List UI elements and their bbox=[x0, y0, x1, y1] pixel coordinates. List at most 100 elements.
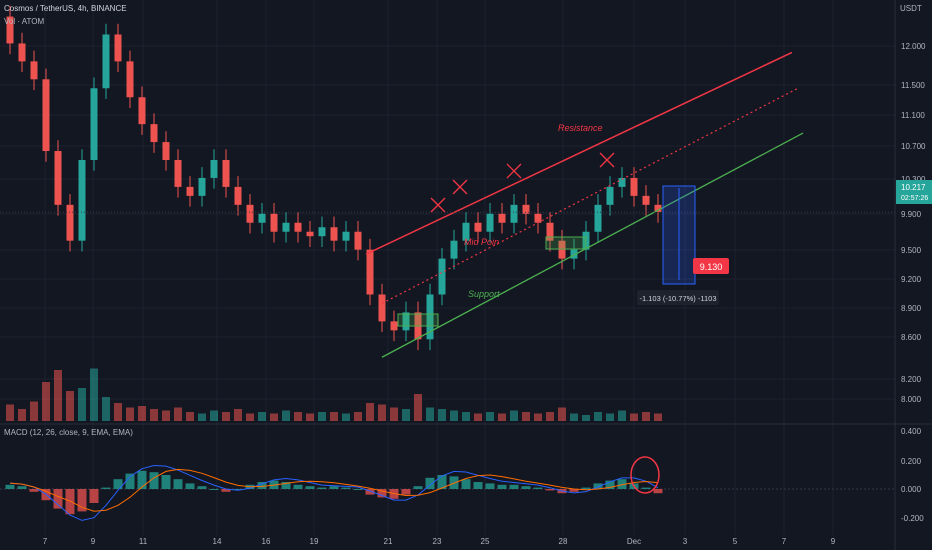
support-line bbox=[381, 132, 804, 358]
macd-hist-bar bbox=[233, 489, 243, 490]
macd-hist-bar bbox=[209, 489, 219, 490]
volume-bar bbox=[330, 412, 338, 421]
current-price-value: 10.217 bbox=[901, 183, 926, 192]
volume-bar bbox=[426, 407, 434, 421]
currency-label: USDT bbox=[900, 4, 922, 13]
candle-body bbox=[642, 195, 650, 205]
candle-body bbox=[498, 213, 506, 223]
x-tick-label: 28 bbox=[559, 537, 568, 546]
x-tick-label: Dec bbox=[627, 537, 641, 546]
macd-hist-bar bbox=[137, 470, 147, 489]
macd-hist-bar bbox=[425, 477, 435, 489]
macd-hist-bar bbox=[185, 483, 195, 489]
price-tick-label: 10.300 bbox=[901, 175, 926, 184]
countdown-value: 02:57:26 bbox=[901, 195, 928, 202]
volume-bar bbox=[126, 407, 134, 421]
candle-body bbox=[402, 312, 410, 331]
volume-bar bbox=[510, 410, 518, 421]
macd-hist-bar bbox=[353, 489, 363, 490]
candle-body bbox=[18, 43, 26, 62]
macd-hist-bar bbox=[305, 486, 315, 489]
resistance-line bbox=[365, 51, 793, 255]
volume-bar bbox=[54, 370, 62, 421]
x-tick-label: 23 bbox=[433, 537, 442, 546]
candle-body bbox=[354, 231, 362, 250]
volume-bar bbox=[378, 404, 386, 421]
price-tick-label: 10.700 bbox=[901, 142, 926, 151]
macd-hist-bar bbox=[173, 479, 183, 489]
candle-body bbox=[342, 231, 350, 241]
price-tick-label: 9.500 bbox=[901, 246, 922, 255]
macd-hist-bar bbox=[497, 484, 507, 489]
volume-bar bbox=[114, 403, 122, 421]
candle-body bbox=[126, 61, 134, 98]
touch-cross bbox=[506, 163, 522, 179]
volume-bar bbox=[294, 412, 302, 421]
candle-body bbox=[522, 204, 530, 214]
volume-bar bbox=[558, 407, 566, 421]
volume-bar bbox=[498, 413, 506, 421]
candle-body bbox=[138, 97, 146, 125]
candle-body bbox=[294, 222, 302, 232]
candle-body bbox=[546, 222, 554, 241]
volume-bar bbox=[186, 412, 194, 421]
macd-hist-bar bbox=[533, 487, 543, 489]
resistance-label: Resistance bbox=[558, 123, 603, 133]
volume-bar bbox=[642, 412, 650, 421]
candles bbox=[6, 5, 662, 351]
candle-body bbox=[42, 79, 50, 152]
candle-body bbox=[630, 177, 638, 196]
candle-body bbox=[270, 213, 278, 232]
volume-bar bbox=[606, 413, 614, 421]
macd-hist-bar bbox=[401, 489, 411, 495]
candle-body bbox=[558, 240, 566, 259]
support-label: Support bbox=[468, 289, 500, 299]
volume-bar bbox=[162, 410, 170, 421]
candle-body bbox=[486, 213, 494, 232]
macd-hist-bar bbox=[641, 487, 651, 489]
candle-body bbox=[378, 294, 386, 322]
demand-box bbox=[545, 236, 587, 250]
x-tick-label: 7 bbox=[43, 537, 48, 546]
signal-line bbox=[9, 468, 659, 512]
volume-bar bbox=[222, 412, 230, 421]
annotations: Resistance Mid Poin Support 9.130 -1.103 (-1… bbox=[397, 123, 729, 327]
candle-body bbox=[306, 231, 314, 237]
x-tick-label: 7 bbox=[782, 537, 787, 546]
x-tick-label: 25 bbox=[481, 537, 490, 546]
macd-tick-label: 0.000 bbox=[901, 485, 922, 494]
volume-bar bbox=[366, 403, 374, 421]
macd-line bbox=[9, 464, 659, 521]
volume-bar bbox=[354, 412, 362, 421]
macd-tick-label: 0.400 bbox=[901, 427, 922, 436]
symbol-header: Cosmos / TetherUS, 4h, BINANCE bbox=[4, 4, 127, 13]
candle-body bbox=[618, 177, 626, 187]
macd-hist-bar bbox=[341, 487, 351, 489]
measure-text: -1.103 (-10.77%) -1103 bbox=[640, 294, 717, 303]
volume-bar bbox=[414, 394, 422, 421]
volume-bar bbox=[318, 412, 326, 421]
candle-body bbox=[78, 160, 86, 241]
volume-bar bbox=[390, 407, 398, 421]
macd-hist-bar bbox=[257, 482, 267, 489]
demand-box bbox=[397, 313, 439, 327]
macd-hist-bar bbox=[293, 484, 303, 489]
axes: 12.000 11.500 11.100 10.700 10.300 9.900 9.500… bbox=[43, 42, 932, 546]
volume-bar bbox=[90, 368, 98, 421]
price-tick-label: 9.200 bbox=[901, 275, 922, 284]
volume-bar bbox=[534, 413, 542, 421]
macd-hist-bar bbox=[509, 484, 519, 489]
volume-bar bbox=[306, 413, 314, 421]
volume-bar bbox=[174, 407, 182, 421]
macd-tick-label: -0.200 bbox=[901, 514, 924, 523]
macd-hist-bar bbox=[17, 486, 27, 489]
candle-body bbox=[222, 160, 230, 187]
macd-hist-bar bbox=[149, 472, 159, 489]
candle-body bbox=[114, 34, 122, 62]
volume-bar bbox=[582, 415, 590, 421]
macd-hist-bar bbox=[617, 479, 627, 489]
macd-hist-bar bbox=[521, 486, 531, 489]
volume-bar bbox=[486, 412, 494, 421]
candle-body bbox=[186, 186, 194, 196]
